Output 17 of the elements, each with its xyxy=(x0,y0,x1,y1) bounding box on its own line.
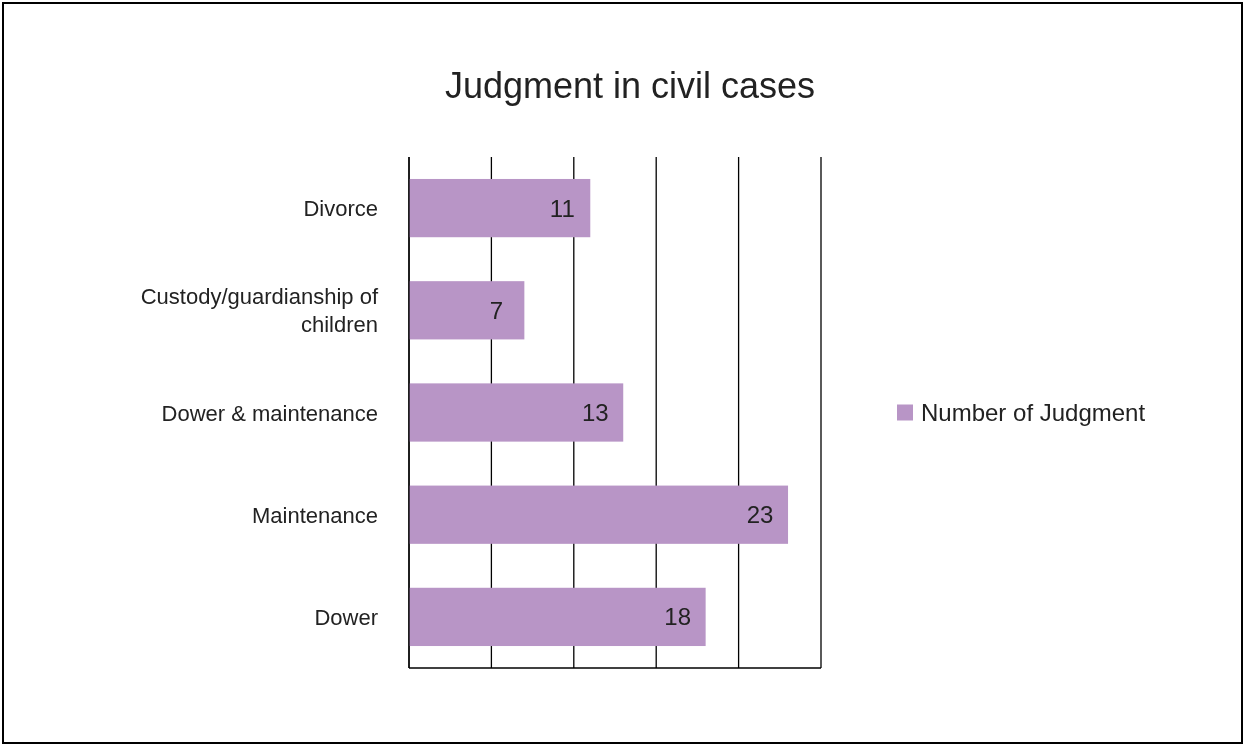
data-label: 7 xyxy=(489,296,504,324)
bar xyxy=(409,587,706,647)
y-tick-label: Dower & maintenance xyxy=(161,400,378,426)
data-label: 18 xyxy=(664,603,691,631)
y-tick-label: Dower xyxy=(314,604,378,630)
data-label: 23 xyxy=(746,501,774,529)
data-label: 11 xyxy=(549,194,575,222)
bar xyxy=(409,383,624,442)
y-tick-label: Custody/guardianship of children xyxy=(140,284,379,338)
data-label: 13 xyxy=(581,399,609,426)
y-tick-label: Divorce xyxy=(303,196,378,222)
legend-label: Number of Judgment xyxy=(921,398,1146,426)
bar xyxy=(409,281,525,340)
bar xyxy=(409,485,789,544)
bar xyxy=(409,178,591,238)
y-tick-label: Maintenance xyxy=(252,502,378,528)
chart-title: Judgment in civil cases xyxy=(444,65,816,106)
